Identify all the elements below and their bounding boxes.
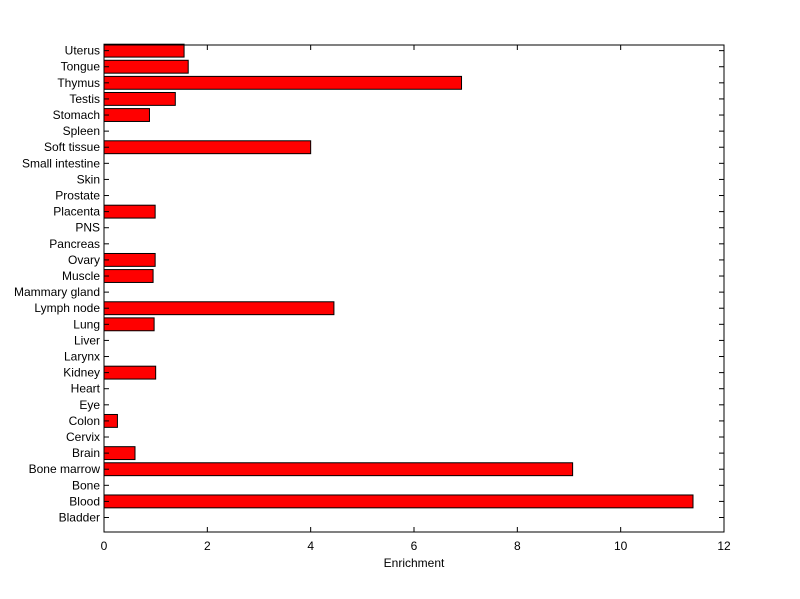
bar: [103, 59, 189, 74]
bar: [103, 494, 694, 509]
bar: [103, 365, 157, 380]
bar: [103, 108, 150, 122]
y-tick-label: Ovary: [68, 253, 100, 267]
y-tick-label: Thymus: [57, 76, 100, 90]
bar: [103, 317, 155, 332]
x-tick-label: 12: [717, 539, 731, 553]
x-ticks: 0 2 4 6 8 10 12: [101, 45, 731, 553]
y-ticks: Bladder Blood Bone Bone marrow Brain Cervix Co…: [14, 44, 724, 525]
y-tick-label: Soft tissue: [44, 140, 100, 154]
y-tick-label: Stomach: [53, 108, 100, 122]
y-tick-label: Muscle: [62, 269, 100, 283]
bar: [103, 91, 176, 106]
y-tick-label: Pancreas: [49, 237, 100, 251]
y-tick-label: Bone: [72, 478, 100, 492]
y-tick-label: Lymph node: [34, 301, 100, 315]
y-tick-label: Lung: [73, 317, 100, 331]
y-tick-label: Bone marrow: [29, 462, 101, 476]
y-tick-label: Tongue: [61, 60, 101, 74]
y-tick-label: Heart: [71, 382, 101, 396]
y-tick-label: Placenta: [53, 205, 100, 219]
y-tick-label: Eye: [79, 398, 100, 412]
bar: [103, 269, 154, 283]
bar: [103, 301, 335, 316]
y-tick-label: Bladder: [59, 511, 100, 525]
bar: [103, 462, 574, 477]
y-tick-label: Small intestine: [22, 156, 100, 170]
y-tick-label: Testis: [69, 92, 100, 106]
y-tick-label: Kidney: [63, 366, 100, 380]
x-tick-label: 4: [307, 539, 314, 553]
x-tick-label: 2: [204, 539, 211, 553]
y-tick-label: Uterus: [65, 44, 100, 58]
y-tick-label: Colon: [69, 414, 100, 428]
x-tick-label: 10: [614, 539, 628, 553]
bar: [103, 43, 185, 58]
y-tick-label: Brain: [72, 446, 100, 460]
y-tick-label: Liver: [74, 333, 100, 347]
y-tick-label: Mammary gland: [14, 285, 100, 299]
y-tick-label: Skin: [77, 172, 100, 186]
x-tick-label: 0: [101, 539, 108, 553]
x-tick-label: 8: [514, 539, 521, 553]
bar: [103, 140, 312, 155]
plot-area: [104, 45, 724, 532]
x-tick-label: 6: [411, 539, 418, 553]
y-tick-label: Spleen: [63, 124, 100, 138]
y-tick-label: Cervix: [66, 430, 100, 444]
plot-frame: [103, 44, 725, 533]
y-tick-label: PNS: [75, 221, 100, 235]
bar: [103, 75, 463, 90]
bar: [103, 204, 156, 219]
y-tick-label: Prostate: [55, 189, 100, 203]
y-tick-label: Larynx: [64, 350, 100, 364]
bar: [103, 252, 156, 267]
y-tick-label: Blood: [69, 494, 100, 508]
x-axis-label: Enrichment: [384, 556, 445, 570]
